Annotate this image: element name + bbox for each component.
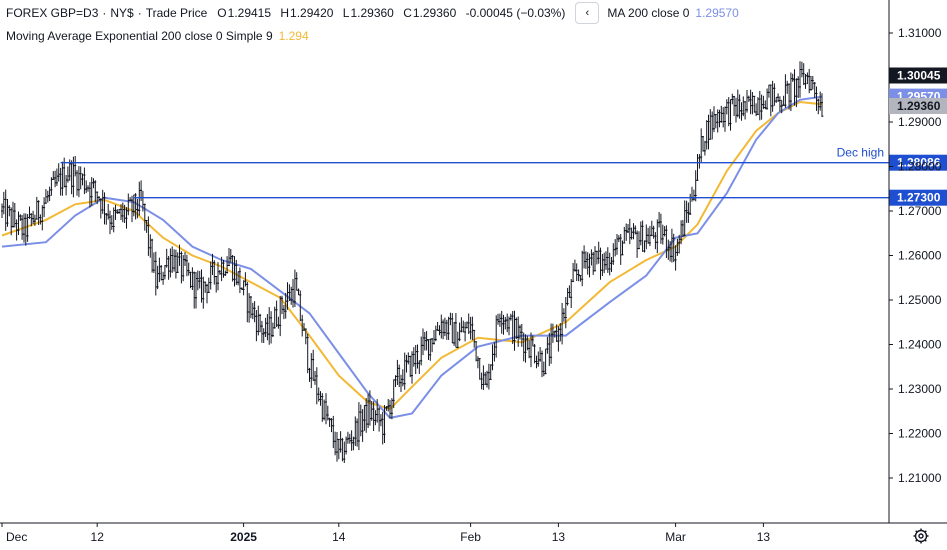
x-tick-label: Mar bbox=[665, 530, 686, 544]
ema-indicator-value: 1.294 bbox=[278, 29, 309, 43]
low-label: L bbox=[342, 6, 350, 20]
ma-indicator-value: 1.29570 bbox=[695, 6, 739, 20]
ohlc-values: O1.29415 H1.29420 L1.29360 C1.29360 -0.0… bbox=[217, 6, 571, 20]
change-value: -0.00045 (−0.03%) bbox=[465, 6, 566, 20]
open-label: O bbox=[217, 6, 227, 20]
x-tick-label: Feb bbox=[460, 530, 481, 544]
open-value: 1.29415 bbox=[227, 6, 272, 20]
ema-indicator-label[interactable]: Moving Average Exponential 200 close 0 S… bbox=[6, 29, 273, 43]
exchange-label: NY$ bbox=[110, 6, 134, 20]
y-tick-label: 1.22000 bbox=[898, 427, 942, 441]
horizontal-lines-layer[interactable]: Dec high 1.28086 1.27300 bbox=[60, 146, 947, 206]
settings-icon[interactable] bbox=[912, 527, 930, 545]
high-label: H bbox=[280, 6, 290, 20]
ma-line bbox=[1, 95, 823, 419]
close-value: 1.29360 bbox=[412, 6, 457, 20]
y-tick-label: 1.29000 bbox=[898, 115, 942, 129]
y-tick-label: 1.21000 bbox=[898, 471, 942, 485]
y-tick-label: 1.27000 bbox=[898, 204, 942, 218]
y-tick-label: 1.28000 bbox=[898, 160, 942, 174]
ma-indicator-label[interactable]: MA 200 close 0 bbox=[607, 6, 690, 20]
close-label: C bbox=[403, 6, 412, 20]
dec-high-label: Dec high bbox=[837, 146, 884, 160]
candles-layer bbox=[1, 61, 824, 463]
chart-header-row: FOREX GBP=D3 · NY$ · Trade Price O1.2941… bbox=[6, 2, 739, 24]
x-tick-label: 14 bbox=[332, 530, 346, 544]
low-value: 1.29360 bbox=[350, 6, 394, 20]
y-tick-label: 1.26000 bbox=[898, 249, 942, 263]
x-tick-label: 12 bbox=[91, 530, 105, 544]
dec-high-badge-text: 1.28086 bbox=[897, 156, 941, 170]
y-tick-label: 1.31000 bbox=[898, 26, 942, 40]
y-tick-label: 1.23000 bbox=[898, 382, 942, 396]
symbol-label[interactable]: FOREX GBP=D3 bbox=[6, 6, 99, 20]
support-badge-text: 1.27300 bbox=[897, 191, 941, 205]
y-tick-label: 1.25000 bbox=[898, 293, 942, 307]
x-tick-label: Dec bbox=[6, 530, 27, 544]
separator-dot: · bbox=[102, 6, 107, 20]
x-tick-label: 13 bbox=[552, 530, 566, 544]
x-tick-label: 13 bbox=[757, 530, 771, 544]
price-type-label: Trade Price bbox=[145, 6, 208, 20]
high-value: 1.29420 bbox=[290, 6, 334, 20]
y-tick-label: 1.24000 bbox=[898, 338, 942, 352]
close-price-badge bbox=[889, 98, 947, 114]
separator-dot: · bbox=[137, 6, 142, 20]
ma-line-layer bbox=[1, 95, 823, 419]
support-badge bbox=[889, 189, 947, 206]
close-price-badge-text: 1.29360 bbox=[897, 99, 941, 113]
x-tick-label: 2025 bbox=[230, 530, 257, 544]
last-price-badge-text: 1.30045 bbox=[897, 69, 941, 83]
chevron-left-icon[interactable]: ‹ bbox=[575, 2, 600, 24]
ema-header-row: Moving Average Exponential 200 close 0 S… bbox=[6, 27, 309, 45]
last-price-badge bbox=[889, 67, 947, 84]
dec-high-badge bbox=[889, 154, 947, 171]
